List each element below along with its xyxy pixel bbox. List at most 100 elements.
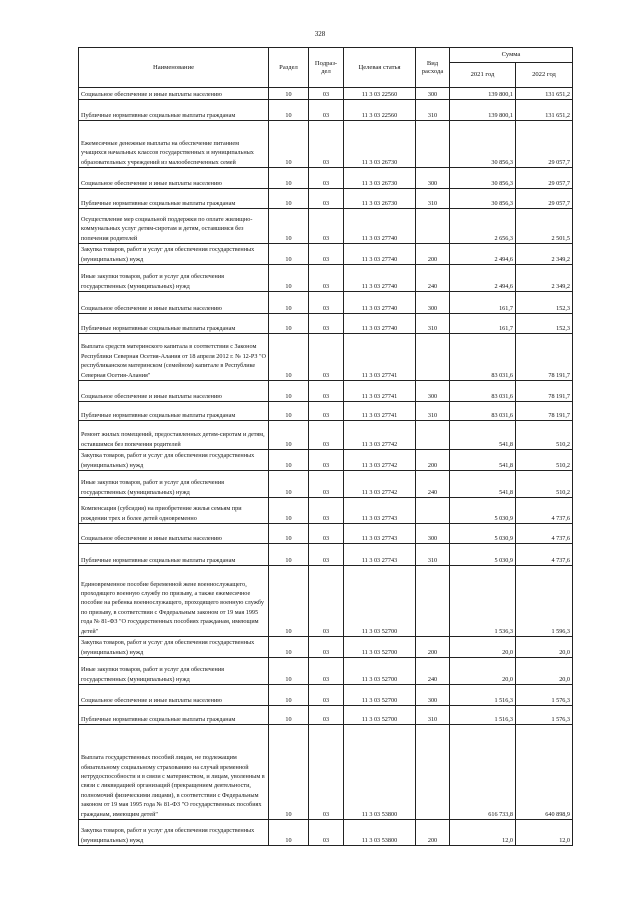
cell-vr [415,497,450,524]
table-row: Публичные нормативные социальные выплаты… [78,188,574,209]
cell-vr [415,333,450,381]
cell-name: Иные закупки товаров, работ и услуг для … [78,657,269,685]
cell-podrazdel: 03 [308,264,344,292]
table-row: Выплата средств материнского капитала в … [78,333,574,381]
cell-y2021: 161,7 [449,313,516,334]
cell-name: Закупка товаров, работ и услуг для обесп… [78,243,269,265]
cell-vr: 310 [415,99,450,121]
cell-podrazdel: 03 [308,291,344,314]
cell-podrazdel: 03 [308,380,344,402]
table-row: Иные закупки товаров, работ и услуг для … [78,657,574,685]
cell-razdel: 10 [268,565,309,637]
cell-cs: 11 3 03 27741 [343,333,416,381]
cell-podrazdel: 03 [308,523,344,544]
cell-razdel: 10 [268,470,309,498]
cell-cs: 11 3 03 27740 [343,264,416,292]
table-row: Ремонт жилых помещений, предоставленных … [78,420,574,450]
cell-name: Ремонт жилых помещений, предоставленных … [78,420,269,450]
cell-y2021: 541,8 [449,420,516,450]
cell-name: Социальное обеспечение и иные выплаты на… [78,87,269,100]
cell-razdel: 10 [268,167,309,189]
cell-vr: 200 [415,243,450,265]
table-row: Социальное обеспечение и иные выплаты на… [78,291,574,314]
cell-vr: 310 [415,543,450,566]
cell-razdel: 10 [268,313,309,334]
cell-name: Социальное обеспечение и иные выплаты на… [78,684,269,706]
table-row: Публичные нормативные социальные выплаты… [78,99,574,121]
cell-name: Закупка товаров, работ и услуг для обесп… [78,449,269,471]
cell-y2021: 161,7 [449,291,516,314]
cell-cs: 11 3 03 27742 [343,449,416,471]
cell-podrazdel: 03 [308,657,344,685]
cell-y2021: 2 494,6 [449,264,516,292]
cell-razdel: 10 [268,87,309,100]
cell-y2021: 541,8 [449,470,516,498]
cell-y2022: 640 898,9 [514,724,574,820]
cell-razdel: 10 [268,819,309,846]
cell-podrazdel: 03 [308,243,344,265]
cell-y2022: 29 057,7 [514,120,574,168]
cell-podrazdel: 03 [308,120,344,168]
cell-y2022: 510,2 [514,420,574,450]
cell-vr: 300 [415,291,450,314]
table-row: Публичные нормативные социальные выплаты… [78,313,574,334]
cell-y2021: 20,0 [449,636,516,658]
cell-y2022: 20,0 [514,636,574,658]
cell-y2022: 78 191,7 [514,333,574,381]
cell-vr: 310 [415,705,450,725]
header-2021: 2021 год [449,62,516,88]
cell-cs: 11 3 03 27741 [343,380,416,402]
cell-y2021: 12,0 [449,819,516,846]
header-2022: 2022 год [514,62,574,88]
cell-podrazdel: 03 [308,420,344,450]
cell-cs: 11 3 03 26730 [343,120,416,168]
cell-podrazdel: 03 [308,636,344,658]
cell-y2022: 131 651,2 [514,87,574,100]
table-row: Иные закупки товаров, работ и услуг для … [78,470,574,498]
cell-name: Ежемесячные денежные выплаты на обеспече… [78,120,269,168]
cell-y2021: 83 031,6 [449,380,516,402]
cell-name: Единовременное пособие беременной жене в… [78,565,269,637]
cell-razdel: 10 [268,724,309,820]
cell-razdel: 10 [268,99,309,121]
cell-razdel: 10 [268,657,309,685]
cell-name: Закупка товаров, работ и услуг для обесп… [78,636,269,658]
cell-y2021: 20,0 [449,657,516,685]
cell-razdel: 10 [268,208,309,244]
cell-podrazdel: 03 [308,819,344,846]
cell-cs: 11 3 03 52700 [343,657,416,685]
cell-vr: 200 [415,636,450,658]
cell-podrazdel: 03 [308,99,344,121]
cell-podrazdel: 03 [308,565,344,637]
cell-y2021: 30 856,3 [449,167,516,189]
table-row: Публичные нормативные социальные выплаты… [78,705,574,725]
cell-y2021: 616 733,8 [449,724,516,820]
cell-razdel: 10 [268,243,309,265]
table-row: Закупка товаров, работ и услуг для обесп… [78,636,574,658]
cell-name: Иные закупки товаров, работ и услуг для … [78,264,269,292]
cell-y2022: 1 596,3 [514,565,574,637]
cell-podrazdel: 03 [308,684,344,706]
cell-name: Публичные нормативные социальные выплаты… [78,99,269,121]
header-subsection: Подраз-дел [308,47,344,88]
cell-name: Публичные нормативные социальные выплаты… [78,188,269,209]
header-kind: Вид расхода [415,47,450,88]
cell-y2022: 131 651,2 [514,99,574,121]
budget-table: Наименование Раздел Подраз-дел Целевая с… [78,47,574,846]
cell-cs: 11 3 03 27740 [343,243,416,265]
cell-razdel: 10 [268,333,309,381]
cell-y2022: 152,3 [514,291,574,314]
cell-podrazdel: 03 [308,208,344,244]
cell-name: Социальное обеспечение и иные выплаты на… [78,167,269,189]
cell-y2021: 541,8 [449,449,516,471]
cell-cs: 11 3 03 27742 [343,470,416,498]
cell-vr: 300 [415,167,450,189]
cell-y2021: 139 800,1 [449,99,516,121]
cell-vr [415,565,450,637]
cell-razdel: 10 [268,291,309,314]
table-row: Ежемесячные денежные выплаты на обеспече… [78,120,574,168]
cell-vr: 240 [415,657,450,685]
cell-name: Публичные нормативные социальные выплаты… [78,543,269,566]
cell-y2021: 139 800,1 [449,87,516,100]
cell-razdel: 10 [268,705,309,725]
